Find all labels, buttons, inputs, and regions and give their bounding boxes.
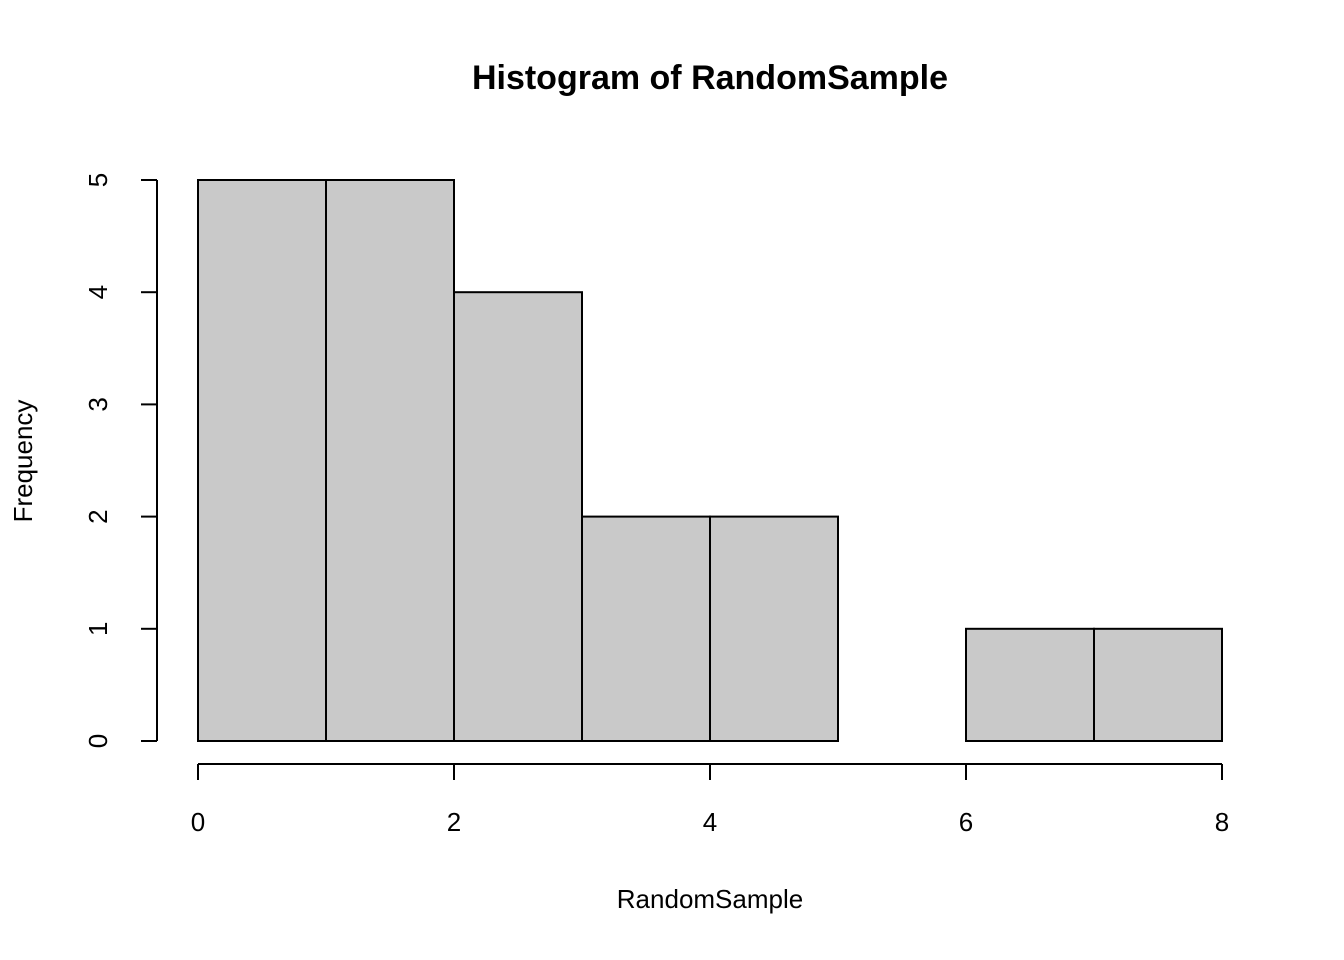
x-tick-label: 8 <box>1215 807 1229 837</box>
bar <box>453 291 583 742</box>
x-tick-label: 4 <box>703 807 717 837</box>
y-tick-label: 2 <box>83 509 113 523</box>
bar <box>709 515 839 742</box>
x-tick-label: 0 <box>191 807 205 837</box>
chart-title: Histogram of RandomSample <box>472 59 948 97</box>
y-tick-label: 5 <box>83 173 113 187</box>
y-tick-label: 3 <box>83 397 113 411</box>
y-tick-label: 0 <box>83 734 113 748</box>
bar <box>1093 627 1223 742</box>
x-tick-label: 2 <box>447 807 461 837</box>
y-tick-label: 4 <box>83 285 113 299</box>
y-axis-label: Frequency <box>8 400 38 523</box>
y-tick-label: 1 <box>83 622 113 636</box>
bar <box>197 179 327 742</box>
bar <box>581 515 711 742</box>
x-tick-label: 6 <box>959 807 973 837</box>
bar <box>325 179 455 742</box>
x-axis-label: RandomSample <box>617 884 803 914</box>
bar <box>965 627 1095 742</box>
